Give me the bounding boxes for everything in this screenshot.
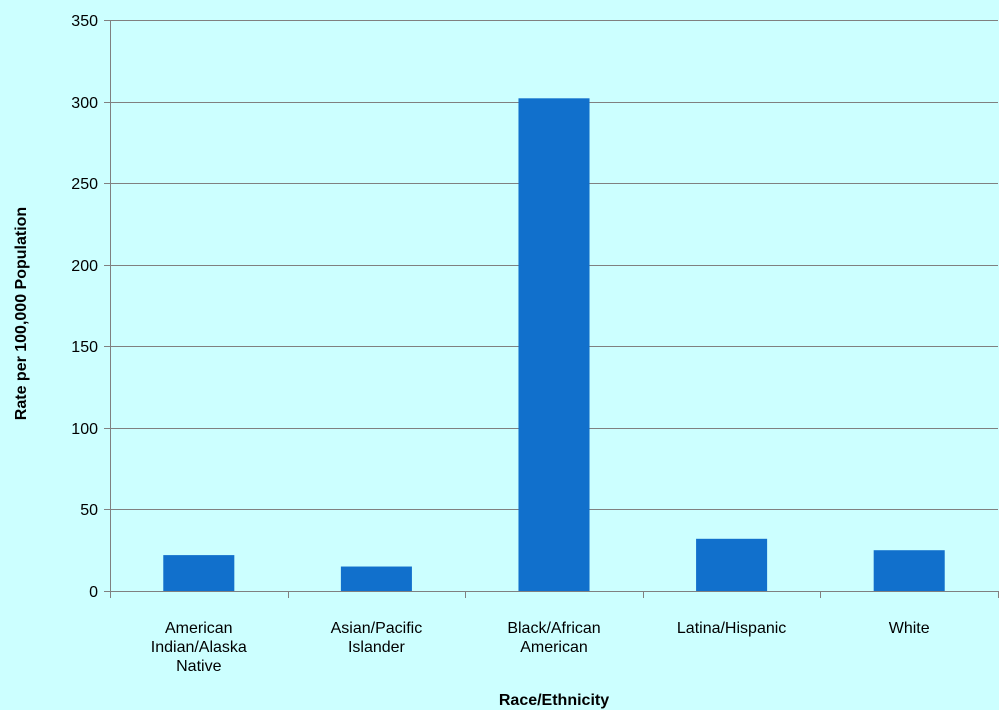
x-tick-label: American Indian/Alaska Native — [151, 620, 247, 675]
y-tick-label: 0 — [89, 584, 98, 601]
bar — [340, 566, 412, 591]
y-tick-label: 100 — [71, 421, 98, 438]
y-tick-label: 200 — [71, 258, 98, 275]
x-tick-label: Asian/Pacific Islander — [331, 620, 423, 656]
x-tick-labels: American Indian/Alaska Native Asian/Pacific… — [151, 620, 930, 675]
y-tick-label: 50 — [80, 502, 98, 519]
bar — [696, 538, 768, 591]
x-tick-label: White — [889, 620, 930, 637]
y-tick-labels: 0 50 100 150 200 250 300 350 — [71, 13, 98, 601]
y-tick-label: 300 — [71, 95, 98, 112]
bar — [163, 555, 235, 591]
y-axis-title: Rate per 100,000 Population — [13, 207, 30, 420]
x-tick-label: Latina/Hispanic — [677, 620, 786, 637]
y-tick-label: 250 — [71, 176, 98, 193]
bar — [518, 98, 590, 592]
bars — [163, 98, 945, 592]
y-tick-label: 350 — [71, 13, 98, 30]
bar — [873, 550, 945, 591]
x-axis-title: Race/Ethnicity — [499, 692, 609, 709]
x-tick-label: Black/African American — [507, 620, 600, 656]
y-tick-label: 150 — [71, 339, 98, 356]
